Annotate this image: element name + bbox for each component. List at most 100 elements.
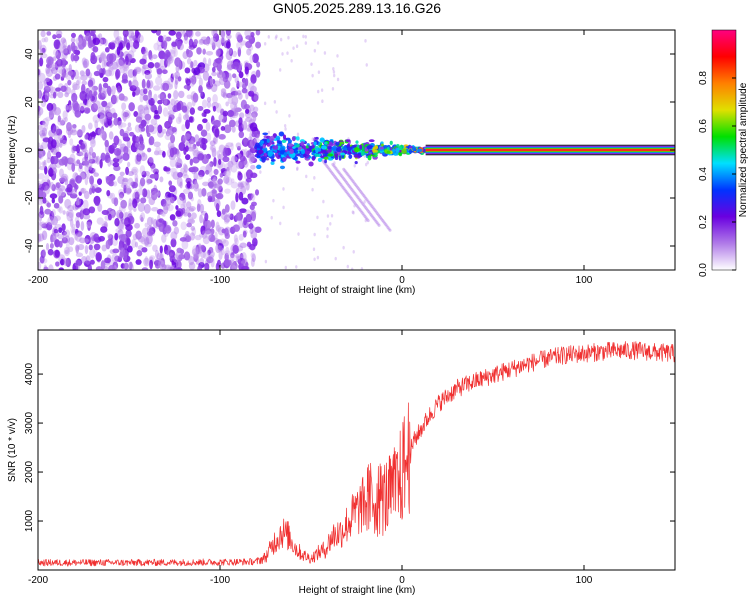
signal-blob (338, 155, 342, 161)
noise-blob (249, 204, 255, 211)
faint-blob (275, 110, 278, 114)
noise-blob (188, 38, 194, 48)
faint-blob (310, 62, 313, 66)
noise-blob (234, 89, 239, 97)
noise-blob (60, 37, 67, 44)
noise-blob (137, 143, 145, 151)
noise-blob (64, 116, 68, 122)
noise-blob (213, 168, 219, 176)
noise-blob (237, 255, 241, 263)
noise-blob (68, 209, 74, 219)
noise-blob (222, 92, 228, 99)
noise-blob (62, 110, 68, 120)
noise-blob (38, 130, 46, 137)
streak-blob (377, 223, 381, 227)
noise-blob (229, 101, 238, 111)
noise-blob (191, 248, 199, 257)
streak-blob (388, 228, 392, 232)
noise-blob (106, 102, 111, 109)
noise-blob (180, 134, 186, 144)
noise-blob (69, 138, 74, 146)
noise-blob (94, 187, 102, 193)
noise-blob (210, 257, 215, 268)
noise-blob (61, 156, 69, 165)
signal-blob (382, 144, 389, 149)
noise-blob (71, 162, 76, 172)
noise-blob (238, 131, 245, 139)
faint-blob (353, 163, 356, 168)
noise-blob (193, 171, 199, 181)
noise-blob (219, 30, 226, 38)
noise-blob (85, 255, 91, 265)
noise-blob (188, 261, 196, 270)
noise-blob (144, 238, 150, 247)
noise-blob (142, 188, 148, 198)
noise-blob (40, 191, 47, 199)
noise-blob (99, 53, 107, 62)
signal-blob (368, 139, 375, 143)
faint-blob (270, 215, 273, 220)
noise-blob (103, 220, 108, 227)
chart-title: GN05.2025.289.13.16.G26 (273, 0, 441, 16)
noise-blob (98, 83, 103, 93)
noise-blob (85, 87, 90, 95)
noise-blob (218, 250, 223, 260)
faint-blob (259, 170, 262, 174)
noise-blob (95, 266, 103, 270)
noise-blob (202, 251, 210, 260)
noise-blob (157, 44, 163, 52)
noise-blob (185, 230, 190, 238)
noise-blob (75, 79, 80, 86)
snr-x-tick-label: -100 (210, 575, 230, 586)
signal-blob (269, 135, 275, 142)
noise-blob (107, 157, 112, 167)
noise-blob (61, 67, 67, 78)
noise-blob (119, 65, 126, 74)
noise-blob (179, 181, 183, 189)
noise-blob (202, 118, 208, 124)
noise-blob (113, 117, 119, 126)
noise-blob (122, 63, 130, 72)
noise-blob (51, 184, 56, 192)
noise-blob (207, 195, 213, 203)
signal-blob (392, 152, 399, 156)
spectrogram-y-tick-label: 40 (24, 48, 35, 60)
noise-blob (226, 166, 230, 172)
noise-blob (189, 207, 195, 213)
noise-blob (49, 181, 55, 190)
noise-blob (38, 173, 45, 180)
noise-blob (104, 69, 112, 77)
noise-blob (216, 162, 224, 169)
noise-blob (233, 234, 238, 244)
signal-blob (366, 145, 373, 150)
noise-blob (72, 145, 79, 152)
noise-blob (180, 203, 186, 210)
faint-blob (316, 215, 319, 220)
noise-blob (194, 234, 202, 241)
spectrogram-y-tick-label: 20 (24, 96, 35, 108)
noise-blob (249, 243, 256, 251)
noise-blob (192, 245, 199, 255)
noise-blob (116, 36, 120, 42)
noise-blob (143, 106, 150, 116)
noise-blob (60, 120, 66, 126)
noise-blob (189, 140, 195, 151)
noise-blob (250, 74, 257, 84)
noise-blob (205, 169, 210, 175)
snr-frame (37, 329, 676, 571)
snr-y-tick-label: 3000 (24, 412, 35, 435)
colorbar-tick-label: 0.8 (698, 71, 709, 85)
noise-blob (235, 161, 243, 170)
noise-blob (82, 199, 89, 210)
noise-blob (163, 97, 168, 106)
noise-blob (218, 185, 223, 193)
noise-blob (54, 73, 61, 80)
noise-blob (189, 77, 195, 87)
noise-blob (113, 135, 120, 146)
noise-blob (228, 47, 234, 57)
signal-blob (275, 135, 281, 141)
noise-blob (231, 264, 237, 270)
signal-blob (308, 161, 314, 167)
faint-blob (290, 58, 293, 63)
